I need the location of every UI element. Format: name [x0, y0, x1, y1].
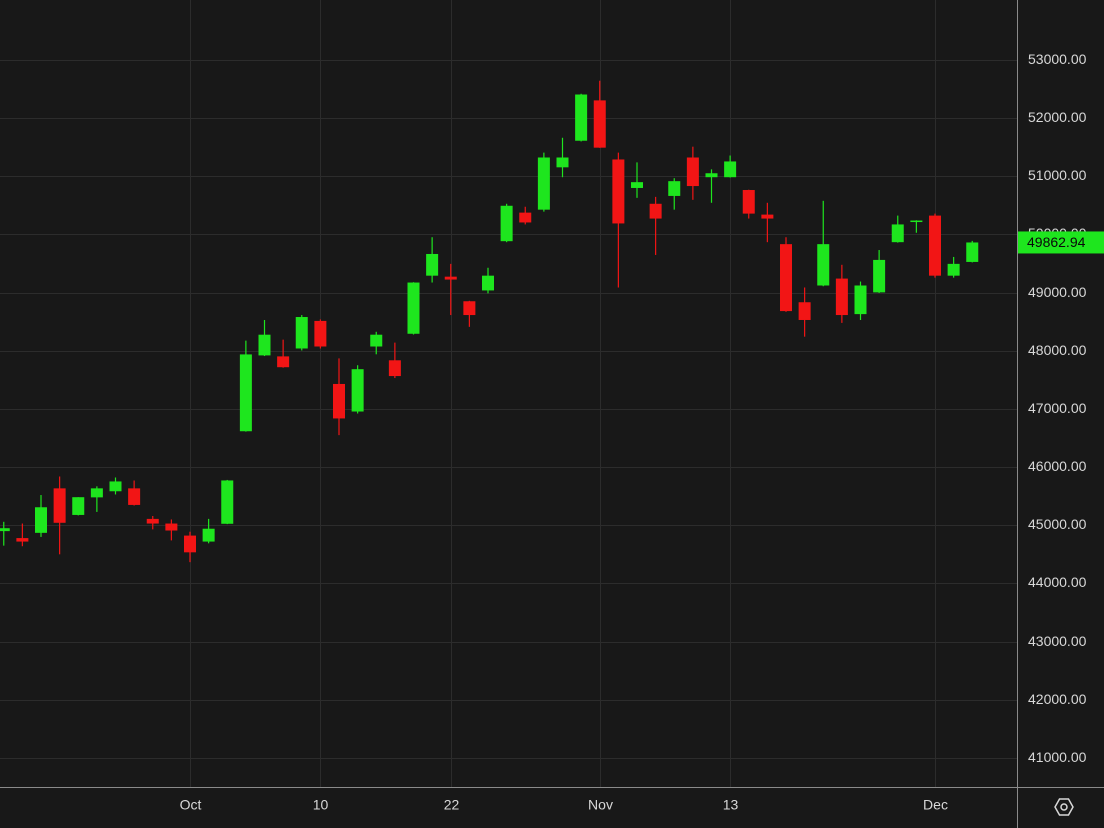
candle-body: [351, 369, 364, 412]
y-tick-label: 43000.00: [1028, 633, 1087, 649]
y-tick-label: 44000.00: [1028, 574, 1087, 590]
candle-body: [593, 100, 606, 148]
settings-icon[interactable]: [1054, 798, 1074, 816]
labels: 41000.00 42000.00 43000.00 44000.00 45000.00…: [180, 51, 1104, 813]
candle-body: [556, 157, 569, 168]
y-tick-label: 47000.00: [1028, 400, 1087, 416]
x-tick-label: 10: [313, 797, 329, 813]
candle-body: [295, 317, 308, 349]
candle-body: [910, 220, 923, 223]
candle-body: [35, 507, 47, 533]
last-price-tag: [1018, 231, 1104, 254]
y-tick-label: 49000.00: [1028, 284, 1087, 300]
candle-body: [146, 518, 159, 524]
settings-icon-center[interactable]: [1060, 803, 1068, 811]
candle-body: [500, 205, 513, 242]
candle-body: [519, 212, 532, 223]
candle-body: [668, 181, 681, 196]
candle-body: [426, 253, 439, 276]
candle-body: [947, 263, 960, 276]
candle-body: [128, 488, 141, 505]
candle-body: [370, 334, 383, 347]
candle-body: [72, 497, 85, 515]
candle-body: [537, 157, 550, 210]
candle-body: [202, 528, 215, 542]
candle-body: [184, 535, 196, 553]
candle-body: [686, 157, 699, 187]
candle-body: [221, 480, 234, 524]
candle-body: [780, 244, 792, 312]
candle-body: [761, 214, 774, 219]
candle-body: [482, 275, 494, 291]
candle-body: [966, 242, 979, 262]
candle-body: [742, 190, 755, 214]
x-tick-label: 13: [723, 797, 739, 813]
y-tick-label: 46000.00: [1028, 458, 1087, 474]
candle-body: [835, 278, 848, 316]
candle-body: [817, 244, 830, 286]
x-tick-label: Nov: [588, 797, 613, 813]
grid-layer: [0, 0, 1017, 787]
candle-body: [929, 215, 941, 276]
candle-body: [798, 302, 811, 320]
candles: [0, 80, 979, 563]
candle-body: [165, 523, 178, 531]
candle-body: [891, 224, 904, 243]
candle-body: [444, 276, 457, 280]
y-tick-label: 45000.00: [1028, 516, 1087, 532]
candle-body: [0, 528, 10, 532]
candle-body: [724, 161, 737, 178]
candle-body: [16, 538, 29, 542]
y-tick-label: 48000.00: [1028, 342, 1087, 358]
candle-body: [53, 488, 66, 523]
y-tick-label: 53000.00: [1028, 51, 1087, 67]
candle-body: [277, 356, 290, 368]
y-tick-label: 42000.00: [1028, 691, 1087, 707]
x-tick-label: Oct: [180, 797, 202, 813]
candle-body: [649, 203, 662, 219]
candle-body: [873, 259, 886, 293]
candle-body: [463, 301, 476, 316]
candle-body: [407, 282, 420, 334]
candle-body: [314, 320, 327, 347]
candle-body: [109, 481, 122, 492]
candle-body: [258, 334, 271, 356]
candle-body: [90, 488, 103, 498]
x-tick-label: 22: [444, 797, 460, 813]
candle-body: [854, 285, 867, 315]
candle-body: [612, 159, 625, 224]
candle-body: [705, 173, 718, 178]
y-tick-label: 51000.00: [1028, 167, 1087, 183]
settings-button[interactable]: [1054, 798, 1074, 816]
candle-body: [631, 182, 643, 188]
candle-body: [239, 354, 252, 432]
candle-body: [575, 94, 588, 141]
last-price-label: 49862.94: [1027, 234, 1086, 250]
candle-body: [388, 360, 401, 377]
y-tick-label: 52000.00: [1028, 109, 1087, 125]
y-tick-label: 41000.00: [1028, 749, 1087, 765]
candle-body: [333, 383, 345, 419]
x-tick-label: Dec: [923, 797, 948, 813]
